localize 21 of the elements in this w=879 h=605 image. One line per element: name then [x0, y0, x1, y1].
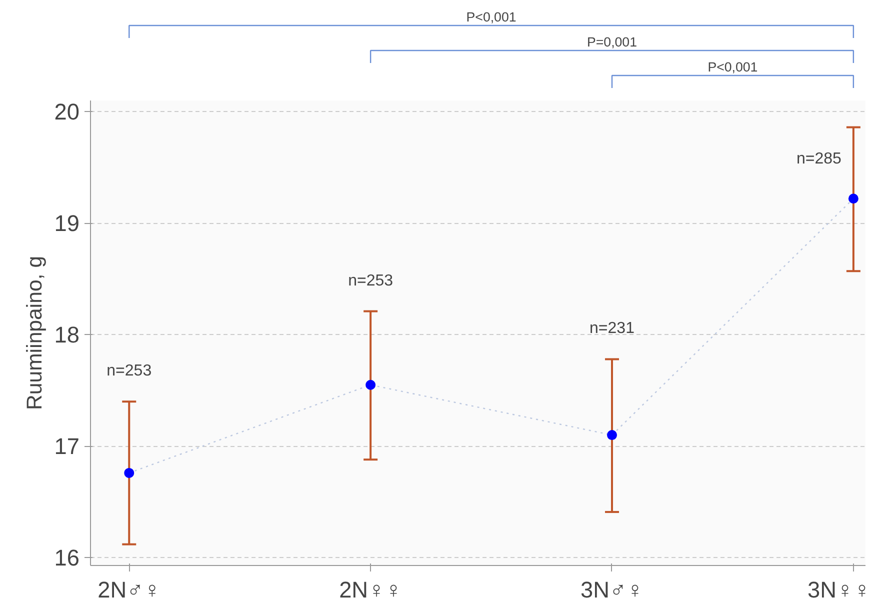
point	[848, 194, 858, 204]
x-tick-label: 2N♂♀	[98, 576, 161, 602]
text: P=0,001	[586, 34, 638, 50]
point	[366, 380, 376, 390]
y-axis-title: Ruumiinpaino, g	[22, 256, 46, 410]
annotation: n=253	[348, 272, 394, 290]
text: P<0,001	[708, 59, 758, 74]
x-tick-label: 3N♂♀	[580, 576, 644, 602]
annotation: n=253	[106, 362, 152, 380]
x-tick-label: 2N♀♀	[339, 576, 402, 602]
x-tick-label: 3N♀♀	[808, 576, 871, 602]
annotation: n=231	[590, 320, 635, 338]
text: P<0,001	[466, 9, 516, 24]
y-tick-label: 19	[54, 210, 80, 236]
annotation: n=285	[796, 150, 842, 168]
y-tick-label: 20	[54, 98, 80, 125]
y-tick-label: 16	[54, 544, 80, 571]
point	[124, 468, 134, 478]
y-tick-label: 18	[54, 322, 80, 348]
y-tick-label: 17	[54, 433, 80, 460]
point	[606, 430, 617, 440]
